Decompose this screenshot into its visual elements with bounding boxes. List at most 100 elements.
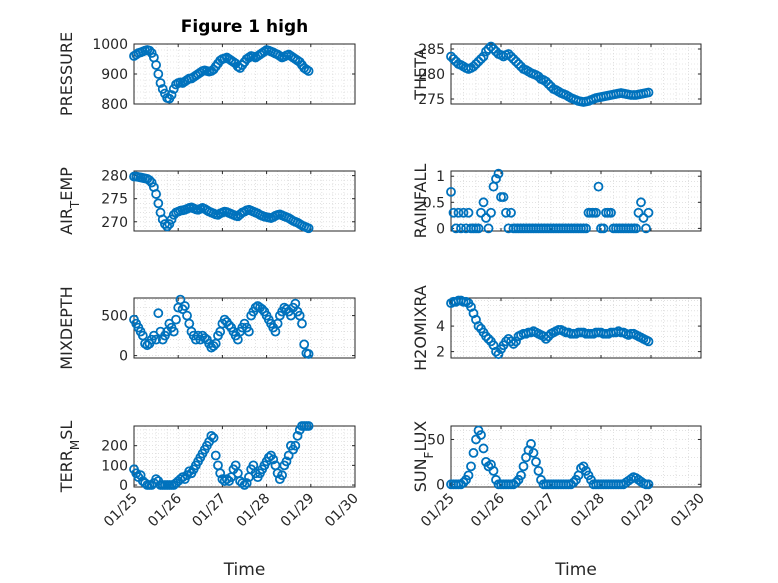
data-point [182, 310, 192, 321]
y-tick-label: 1000 [92, 37, 128, 53]
axes-box [450, 425, 702, 488]
data-point [471, 59, 481, 69]
data-point [643, 87, 654, 98]
data-point [531, 456, 541, 467]
y-tick-label: 500 [101, 309, 128, 325]
data-point [473, 223, 484, 234]
data-point [168, 326, 179, 337]
data-point [486, 207, 496, 218]
subplot-rainfall: 0 0.5 1 RAINFALL [411, 164, 702, 239]
y-axis-label: AIRTEMP [57, 167, 82, 235]
data-point [533, 465, 544, 476]
data-point [511, 336, 521, 347]
data-point [506, 207, 516, 218]
y-axis-label: RAINFALL [411, 164, 430, 239]
series-markers [446, 168, 654, 234]
data-point [453, 207, 464, 218]
data-point [508, 54, 519, 64]
data-point [166, 214, 177, 225]
data-point [277, 470, 287, 481]
data-point [166, 90, 177, 100]
y-tick-label: 0 [119, 349, 128, 365]
y-axis-label-main: H2OMIXRA [411, 285, 430, 371]
data-point [303, 66, 314, 76]
data-point [175, 294, 186, 305]
data-point [135, 470, 146, 481]
data-point [581, 223, 591, 234]
data-point [506, 51, 516, 62]
x-axis-label: Time [223, 560, 266, 580]
x-tick-label: 01/28 [234, 491, 274, 531]
y-axis-label: SUNFLUX [411, 421, 436, 493]
data-point [541, 333, 551, 344]
data-point [292, 430, 303, 441]
data-point [503, 49, 514, 59]
y-tick-label: 200 [101, 439, 128, 455]
data-point [241, 478, 252, 488]
data-point [250, 302, 261, 313]
y-axis-label: H2OMIXRA [411, 285, 430, 371]
y-tick-label: 0.5 [423, 195, 445, 211]
subplot-h2omixra: 2 4 H2OMIXRA [411, 285, 702, 371]
y-tick-label: 275 [101, 192, 128, 208]
x-tick-label: 01/30 [668, 491, 708, 531]
data-point [606, 207, 616, 218]
y-tick-label: 900 [101, 67, 128, 83]
data-point [146, 177, 157, 188]
series-markers [446, 41, 654, 107]
y-axis-label-sub: M [68, 440, 82, 450]
data-point [153, 198, 164, 209]
data-point [641, 223, 651, 234]
data-point [491, 346, 501, 357]
y-tick-label: 0 [436, 221, 445, 237]
y-axis-label-sub: T [68, 200, 82, 209]
data-point [483, 223, 494, 234]
data-point [591, 207, 601, 218]
y-tick-label: 270 [101, 215, 128, 231]
data-point [446, 51, 456, 62]
y-tick-label: 4 [436, 319, 445, 335]
data-point [171, 314, 181, 325]
y-axis-label-rest: SL [57, 421, 76, 440]
y-axis-label-main: THETA [411, 48, 430, 100]
data-point [239, 480, 250, 490]
data-point [456, 223, 466, 234]
data-point [224, 320, 234, 331]
x-tick-label: 01/27 [189, 491, 229, 531]
data-point [237, 478, 248, 488]
series-markers [129, 421, 314, 490]
chart-title: Figure 1 high [181, 17, 309, 37]
data-point [184, 318, 195, 329]
data-point [448, 54, 459, 64]
y-axis-label: TERRMSL [57, 421, 82, 494]
data-point [513, 59, 524, 69]
data-point [448, 207, 459, 218]
data-point [478, 197, 489, 208]
data-point [297, 318, 307, 329]
data-point [290, 440, 301, 451]
data-point [493, 349, 504, 360]
data-point [468, 448, 479, 458]
y-axis-label-main: TERR [57, 450, 76, 493]
x-tick-label: 01/25 [101, 491, 141, 531]
y-axis-label-rest: LUX [411, 421, 430, 452]
data-point [451, 223, 461, 234]
data-point [543, 79, 554, 89]
data-point [215, 468, 226, 479]
data-point [486, 41, 496, 52]
y-axis-label-sub: F [422, 451, 436, 458]
data-point [631, 223, 641, 234]
y-tick-label: 2 [436, 345, 445, 361]
data-point [643, 207, 654, 218]
y-tick-label: 1 [436, 169, 445, 185]
data-point [643, 479, 654, 490]
y-axis-label: PRESSURE [57, 32, 76, 116]
data-point [633, 207, 644, 218]
data-point [643, 336, 654, 347]
data-point [162, 221, 173, 232]
y-axis-label-main: RAINFALL [411, 164, 430, 239]
data-point [179, 301, 190, 311]
y-tick-label: 800 [101, 97, 128, 113]
data-point [164, 219, 175, 229]
subplot-terr-msl: 0 100 200 01/25 01/26 01/27 01/28 01/29 01/30 Tim… [57, 421, 362, 580]
